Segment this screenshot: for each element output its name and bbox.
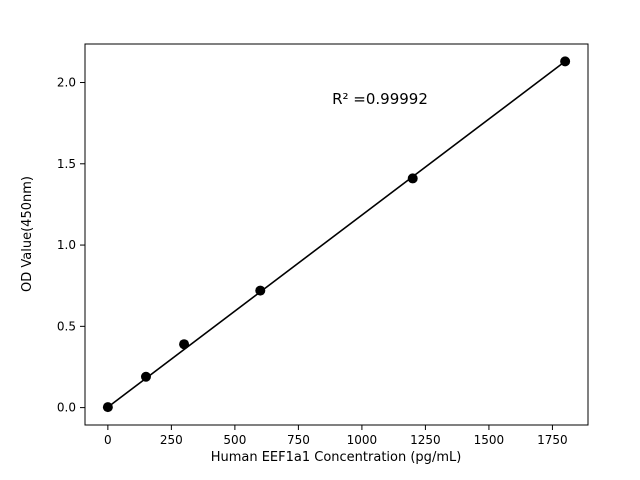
y-tick-label: 2.0 — [57, 76, 76, 90]
y-axis-label: OD Value(450nm) — [20, 176, 35, 292]
x-tick-label: 250 — [160, 433, 183, 447]
x-axis-label: Human EEF1a1 Concentration (pg/mL) — [211, 450, 462, 465]
x-tick-label: 500 — [223, 433, 246, 447]
data-point — [407, 173, 418, 184]
x-tick-label: 1500 — [474, 433, 505, 447]
x-tick-label: 0 — [104, 433, 112, 447]
x-tick-label: 1750 — [537, 433, 568, 447]
plot-area: 0 250 500 750 1000 1250 1500 1750 0.0 0.5 1.0 1.5 2.… — [57, 43, 589, 447]
y-tick-label: 1.5 — [57, 157, 76, 171]
data-point — [102, 402, 113, 413]
data-point — [140, 371, 151, 382]
x-tick-label: 1000 — [347, 433, 378, 447]
y-tick-label: 0.0 — [57, 401, 76, 415]
y-tick-label: 0.5 — [57, 319, 76, 333]
plot-border — [84, 43, 589, 426]
y-tick-label: 1.0 — [57, 238, 76, 252]
fit-line — [107, 60, 566, 408]
data-point — [179, 339, 190, 350]
data-point — [560, 56, 571, 67]
x-tick-label: 1250 — [410, 433, 441, 447]
data-point — [255, 285, 266, 296]
x-tick-label: 750 — [287, 433, 310, 447]
r-squared-annotation: R² =0.99992 — [332, 90, 428, 108]
